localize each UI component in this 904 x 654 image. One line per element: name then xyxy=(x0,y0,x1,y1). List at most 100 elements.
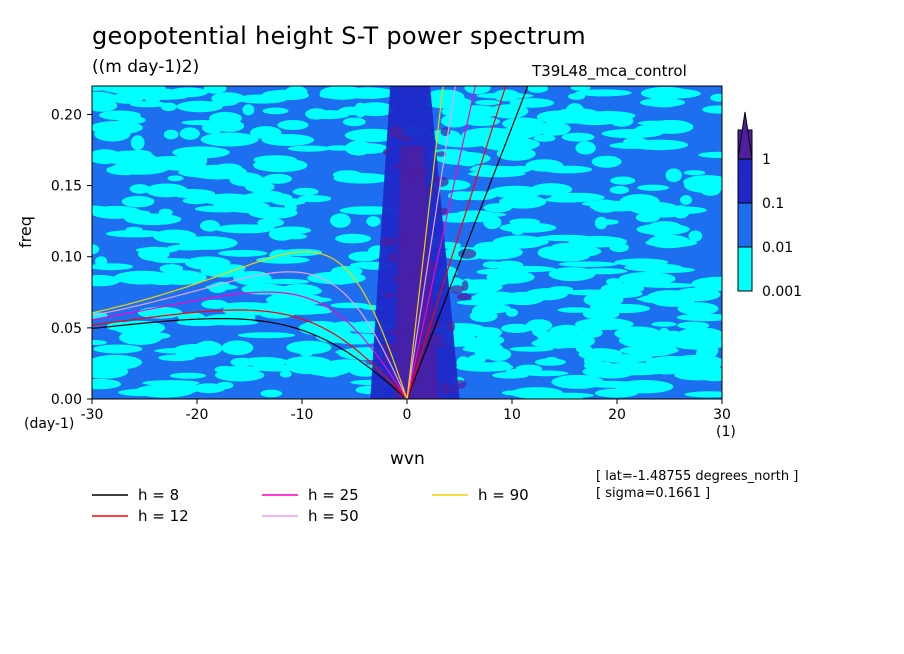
kelvin-wave-curve xyxy=(406,86,529,399)
noise-patch xyxy=(639,294,688,304)
noise-patch xyxy=(330,213,351,228)
rossby-wave-curve xyxy=(92,318,408,399)
noise-patch xyxy=(530,183,573,196)
noise-patch xyxy=(110,87,140,94)
noise-patch xyxy=(640,266,696,273)
peak-patch xyxy=(390,238,398,243)
noise-patch xyxy=(296,308,333,315)
peak-patch xyxy=(408,179,417,184)
legend-label: h = 8 xyxy=(138,486,179,504)
noise-patch xyxy=(93,344,143,354)
x-tick-label: -30 xyxy=(81,407,104,423)
noise-patch xyxy=(200,132,259,147)
noise-patch xyxy=(279,371,292,378)
peak-patch xyxy=(435,343,447,348)
noise-patch xyxy=(92,274,121,287)
noise-patch xyxy=(215,119,245,132)
noise-patch xyxy=(179,127,200,140)
noise-patch xyxy=(169,372,207,379)
noise-patch xyxy=(342,87,396,99)
noise-patch xyxy=(688,230,703,242)
noise-patch xyxy=(92,121,143,135)
noise-patch xyxy=(622,137,649,148)
peak-patch xyxy=(433,334,444,343)
noise-patch xyxy=(102,365,119,379)
noise-patch xyxy=(662,330,684,339)
y-tick-label: 0.00 xyxy=(51,392,82,408)
noise-patch xyxy=(129,184,150,194)
peak-patch xyxy=(457,293,472,301)
noise-patch xyxy=(194,340,223,356)
chart-units: ((m day-1)2) xyxy=(92,57,200,77)
noise-patch xyxy=(288,362,327,375)
noise-patch xyxy=(490,128,538,140)
noise-patch xyxy=(566,103,584,117)
noise-patch xyxy=(533,134,556,142)
noise-patch xyxy=(92,149,122,165)
noise-patch xyxy=(526,319,553,332)
noise-patch xyxy=(242,104,255,116)
noise-patch xyxy=(456,356,470,369)
noise-patch xyxy=(684,178,722,193)
noise-patch xyxy=(698,151,722,159)
peak-patch xyxy=(411,166,428,176)
noise-patch xyxy=(114,270,172,285)
noise-patch xyxy=(501,323,532,333)
noise-patch xyxy=(241,357,288,367)
noise-patch xyxy=(609,242,629,253)
noise-patch xyxy=(440,114,469,128)
peak-patch xyxy=(450,285,464,294)
noise-patch xyxy=(677,302,719,316)
peak-patch xyxy=(461,280,469,291)
noise-patch xyxy=(599,287,622,294)
noise-patch xyxy=(158,354,196,362)
noise-patch xyxy=(331,275,350,285)
y-tick-label: 0.05 xyxy=(51,321,82,337)
noise-patch xyxy=(305,108,328,120)
noise-patch xyxy=(471,164,497,173)
kelvin-wave-curve xyxy=(406,86,476,399)
noise-patch xyxy=(599,303,651,314)
noise-patch xyxy=(580,321,612,328)
y-axis-label: freq xyxy=(16,216,35,248)
noise-patch xyxy=(267,302,314,308)
noise-patch xyxy=(454,329,476,341)
noise-patch xyxy=(483,215,502,230)
noise-patch xyxy=(167,175,184,182)
noise-patch xyxy=(152,258,193,264)
noise-patch xyxy=(676,313,722,322)
legend-label: h = 12 xyxy=(138,507,189,525)
noise-patch xyxy=(325,145,355,151)
noise-patch xyxy=(501,390,524,396)
noise-patch xyxy=(591,155,622,168)
noise-patch xyxy=(135,247,178,254)
colorbar-box xyxy=(737,158,753,204)
noise-patch xyxy=(260,389,283,398)
noise-patch xyxy=(499,222,557,233)
noise-patch xyxy=(561,132,595,142)
noise-patch xyxy=(221,340,254,356)
noise-patch xyxy=(550,248,595,258)
peak-patch xyxy=(458,248,477,259)
noise-patch xyxy=(534,358,567,366)
noise-patch xyxy=(163,129,179,140)
noise-patch xyxy=(496,112,514,118)
peak-patch xyxy=(447,320,456,333)
noise-patch xyxy=(92,362,135,370)
x-tick-label: -20 xyxy=(186,407,209,423)
noise-patch xyxy=(330,302,370,309)
peak-patch xyxy=(418,267,428,275)
peak-patch xyxy=(382,342,399,350)
noise-patch xyxy=(105,230,164,238)
noise-patch xyxy=(253,158,308,173)
noise-patch xyxy=(277,120,309,130)
noise-patch xyxy=(124,213,182,226)
x-tick-label: -10 xyxy=(291,407,314,423)
peak-patch xyxy=(392,163,407,170)
noise-patch xyxy=(594,216,608,230)
legend-label: h = 25 xyxy=(308,486,359,504)
noise-patch xyxy=(426,89,465,104)
noise-patch xyxy=(542,165,593,174)
noise-patch xyxy=(169,382,201,394)
noise-patch xyxy=(677,327,722,342)
